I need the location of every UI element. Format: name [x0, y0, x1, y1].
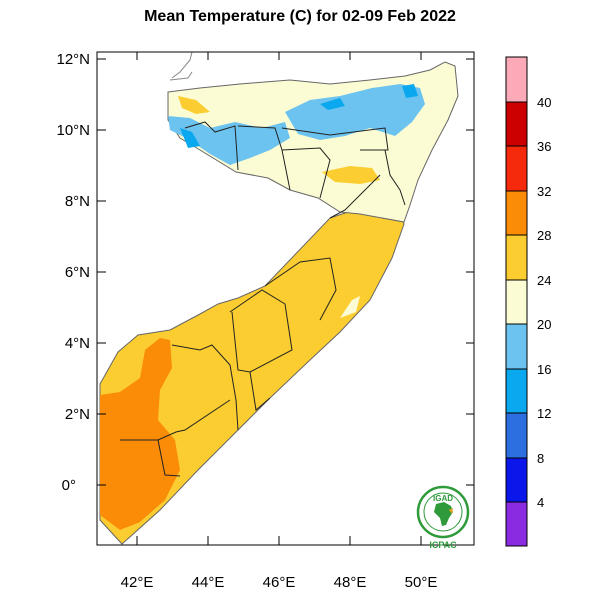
colorbar-segment	[506, 413, 527, 458]
colorbar: 4 8 12 16 20 24 28 32 36 40	[505, 56, 551, 547]
lat-label-4n: 4°N	[65, 335, 90, 352]
logo-bottom-text: ICPAC	[429, 540, 457, 550]
coastal-strip	[340, 296, 360, 318]
lon-label-50e: 50°E	[405, 574, 438, 591]
colorbar-label-28: 28	[537, 228, 551, 243]
neighbor-border	[169, 52, 193, 81]
colorbar-frame	[505, 56, 528, 547]
colorbar-label-40: 40	[537, 95, 551, 110]
lon-label-46e: 46°E	[263, 574, 296, 591]
africa-icon	[434, 502, 453, 526]
colorbar-label-4: 4	[537, 495, 544, 510]
colorbar-segment	[506, 369, 527, 413]
cool-zone-west	[168, 116, 290, 165]
colorbar-label-16: 16	[537, 362, 551, 377]
map-panel	[99, 52, 459, 545]
map-title: Mean Temperature (C) for 02-09 Feb 2022	[144, 8, 456, 25]
colorbar-segment	[506, 324, 527, 369]
colorbar-segment	[506, 458, 527, 502]
lon-label-42e: 42°E	[121, 574, 154, 591]
warm-patch-northwest	[178, 96, 210, 114]
logo-top-text: IGAD	[433, 494, 453, 503]
colorbar-segment	[506, 146, 527, 191]
horn-icon	[449, 508, 453, 514]
lat-label-0: 0°	[62, 477, 76, 494]
lon-label-48e: 48°E	[334, 574, 367, 591]
cool-zone-east	[285, 84, 425, 140]
colorbar-label-8: 8	[537, 451, 544, 466]
map-frame	[96, 51, 475, 546]
colorbar-segment	[506, 235, 527, 280]
icpac-logo: IGAD ICPAC	[416, 485, 470, 550]
lat-label-6n: 6°N	[65, 264, 90, 281]
hot-zone-southwest	[100, 338, 180, 530]
colorbar-segment	[506, 57, 527, 102]
colorbar-label-32: 32	[537, 184, 551, 199]
colorbar-label-20: 20	[537, 317, 551, 332]
admin-boundaries	[120, 121, 406, 477]
colorbar-label-24: 24	[537, 273, 551, 288]
lat-label-12n: 12°N	[56, 51, 90, 68]
lon-ticks	[136, 52, 422, 545]
colorbar-label-36: 36	[537, 139, 551, 154]
lat-ticks	[97, 58, 474, 486]
colorbar-segment	[506, 280, 527, 324]
colorbar-segment	[506, 191, 527, 235]
colorbar-label-12: 12	[537, 406, 551, 421]
lat-label-10n: 10°N	[56, 122, 90, 139]
warm-patch-north	[322, 166, 380, 184]
lat-label-2n: 2°N	[65, 406, 90, 423]
lon-label-44e: 44°E	[192, 574, 225, 591]
colorbar-segment	[506, 502, 527, 546]
lat-label-8n: 8°N	[65, 193, 90, 210]
colorbar-segment	[506, 102, 527, 146]
